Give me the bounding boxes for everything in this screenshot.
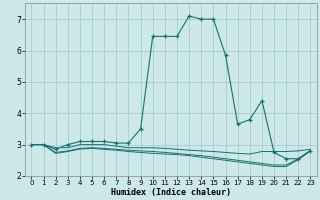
X-axis label: Humidex (Indice chaleur): Humidex (Indice chaleur) <box>111 188 231 197</box>
